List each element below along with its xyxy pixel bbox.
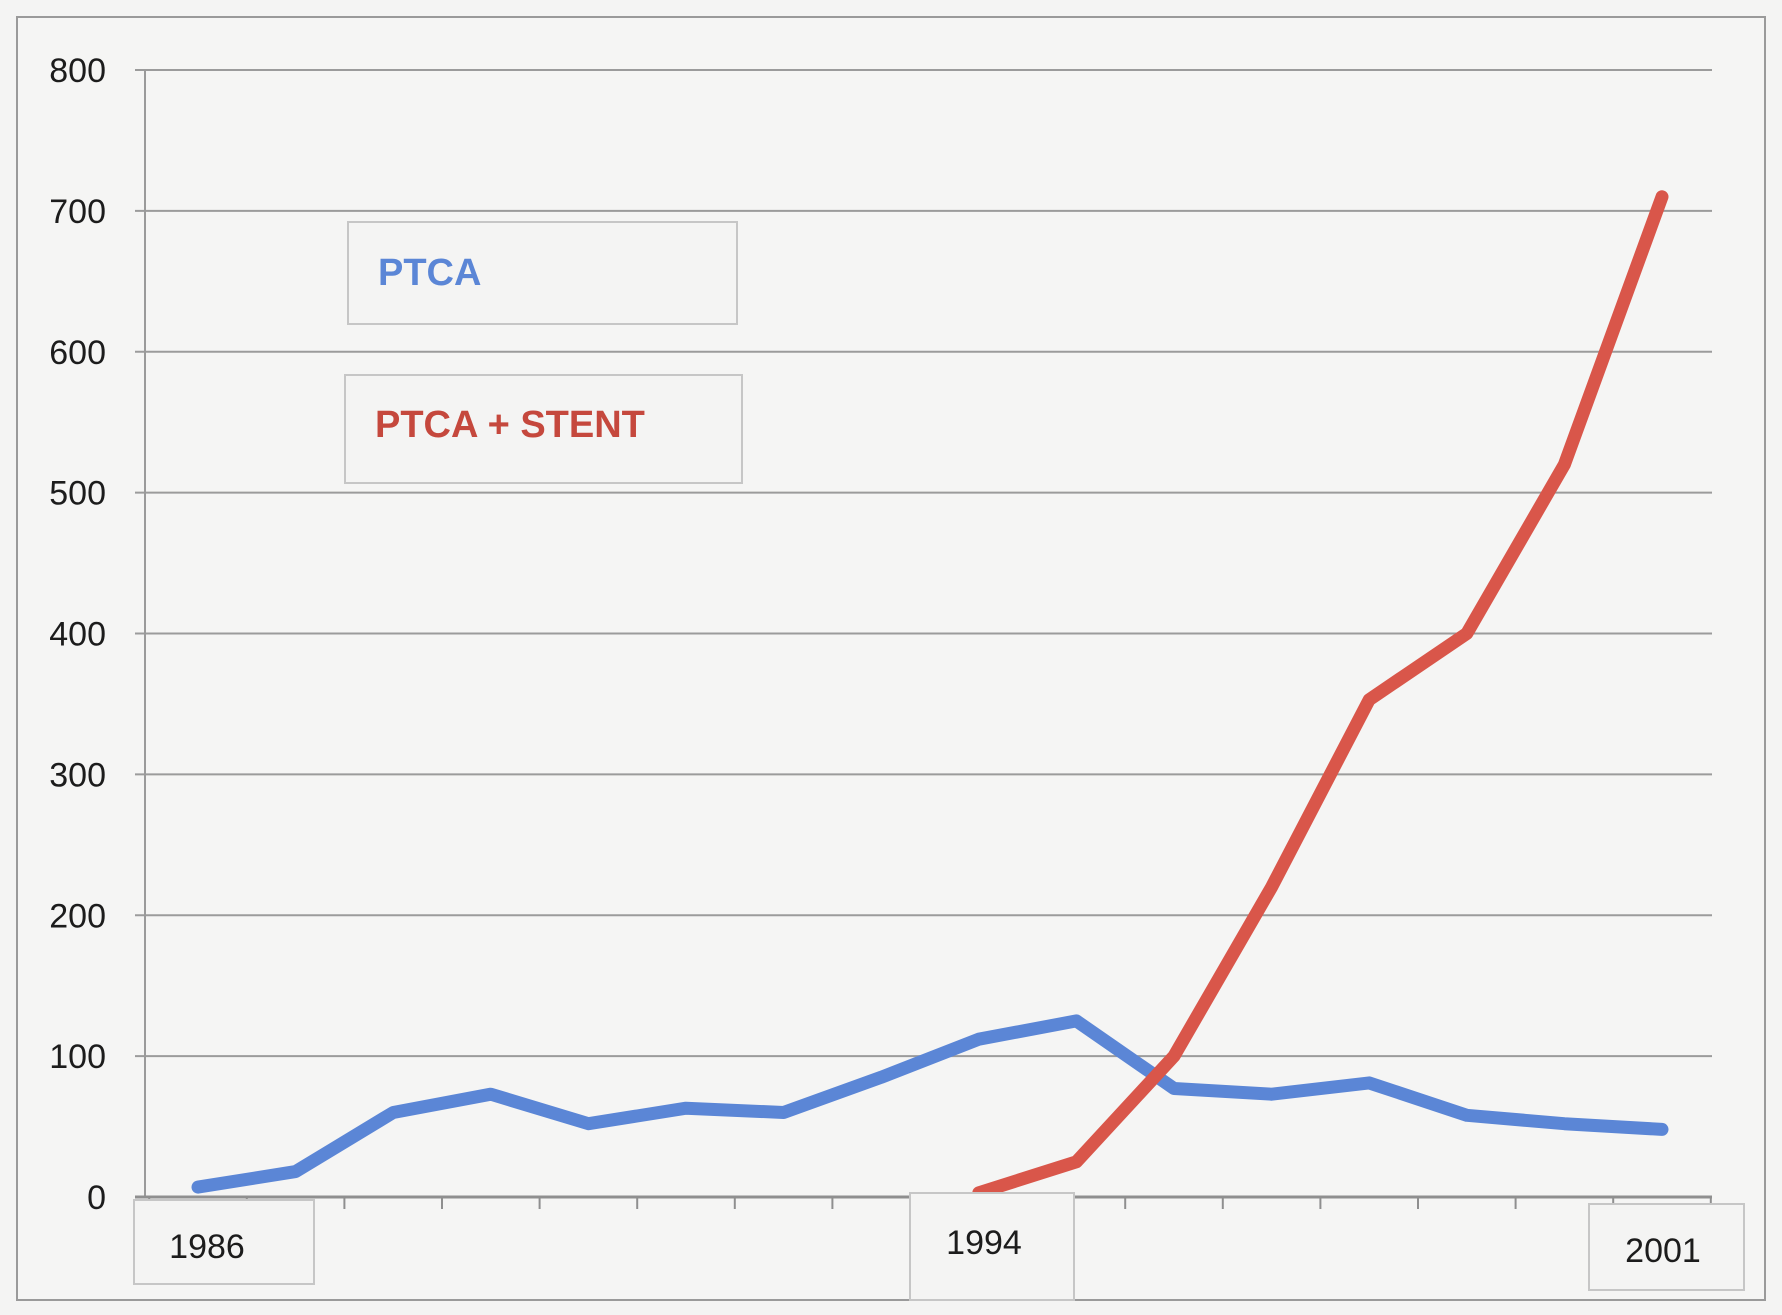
y-tick-label-400: 400: [49, 616, 106, 654]
data-point-ptca-1994: [975, 1036, 982, 1043]
gridlines: [135, 69, 1712, 1058]
data-point-ptca-1997: [1268, 1091, 1275, 1098]
data-point-ptca-1993: [878, 1074, 885, 1081]
x-label-box-2001: 2001: [1588, 1203, 1745, 1291]
data-point-ptca-stent-1998: [1366, 696, 1373, 703]
data-point-ptca-1989: [487, 1091, 494, 1098]
data-point-ptca-stent-1997: [1268, 884, 1275, 891]
y-tick-label-300: 300: [49, 756, 106, 794]
data-point-ptca-stent-1999: [1463, 630, 1470, 637]
y-tick-label-500: 500: [49, 475, 106, 513]
data-point-ptca-1988: [390, 1109, 397, 1116]
legend-item-ptca-stent: PTCA + STENT: [344, 374, 743, 484]
y-tick-label-600: 600: [49, 334, 106, 372]
series-line-ptca-stent: [972, 190, 1669, 1200]
data-point-ptca-1990: [585, 1120, 592, 1127]
y-axis-tick-labels: 0 100 200 300 400 500 600 700 800: [49, 52, 106, 1217]
data-point-ptca-1992: [780, 1109, 787, 1116]
data-point-ptca-1987: [292, 1168, 299, 1175]
x-axis-tick-labels: 1986 1994 2001: [133, 1192, 1745, 1301]
data-point-ptca-1998: [1366, 1079, 1373, 1086]
data-point-ptca-1996: [1171, 1085, 1177, 1092]
data-point-ptca-2001: [1659, 1126, 1665, 1133]
y-tick-label-800: 800: [49, 52, 106, 90]
legend-label-ptca-stent: PTCA + STENT: [375, 404, 645, 446]
y-tick-label-700: 700: [49, 193, 106, 231]
x-tick-label-2001: 2001: [1625, 1232, 1701, 1270]
series-line-ptca: [191, 1014, 1669, 1194]
data-point-ptca-stent-1995: [1073, 1158, 1080, 1165]
y-tick-label-100: 100: [49, 1038, 106, 1076]
legend-label-ptca: PTCA: [378, 252, 481, 294]
x-tick-label-1994: 1994: [946, 1224, 1022, 1262]
legend: PTCA PTCA + STENT: [344, 221, 743, 484]
legend-item-ptca: PTCA: [347, 221, 738, 325]
data-point-ptca-stent-2000: [1561, 461, 1568, 468]
legend-box-ptca-stent: [344, 374, 743, 484]
data-point-ptca-1995: [1073, 1017, 1080, 1024]
x-label-frame-1994: [909, 1192, 1075, 1301]
y-tick-label-200: 200: [49, 897, 106, 935]
data-point-ptca-1999: [1463, 1112, 1470, 1119]
y-tick-label-0: 0: [87, 1179, 106, 1217]
x-label-frame-2001: [1588, 1203, 1745, 1291]
data-point-ptca-2000: [1561, 1120, 1568, 1127]
data-series: [191, 190, 1669, 1200]
data-point-ptca-1991: [683, 1105, 689, 1112]
x-label-box-1994: 1994: [909, 1192, 1075, 1301]
chart-frame: [16, 16, 1766, 1301]
data-point-ptca-stent-2001: [1659, 193, 1665, 200]
data-point-ptca-stent-1996: [1171, 1053, 1177, 1060]
data-point-ptca-1986: [195, 1184, 201, 1191]
x-label-box-1986: 1986: [133, 1199, 315, 1285]
x-label-frame-1986: [133, 1199, 315, 1285]
legend-box-ptca: [347, 221, 738, 325]
x-tick-label-1986: 1986: [169, 1228, 245, 1266]
